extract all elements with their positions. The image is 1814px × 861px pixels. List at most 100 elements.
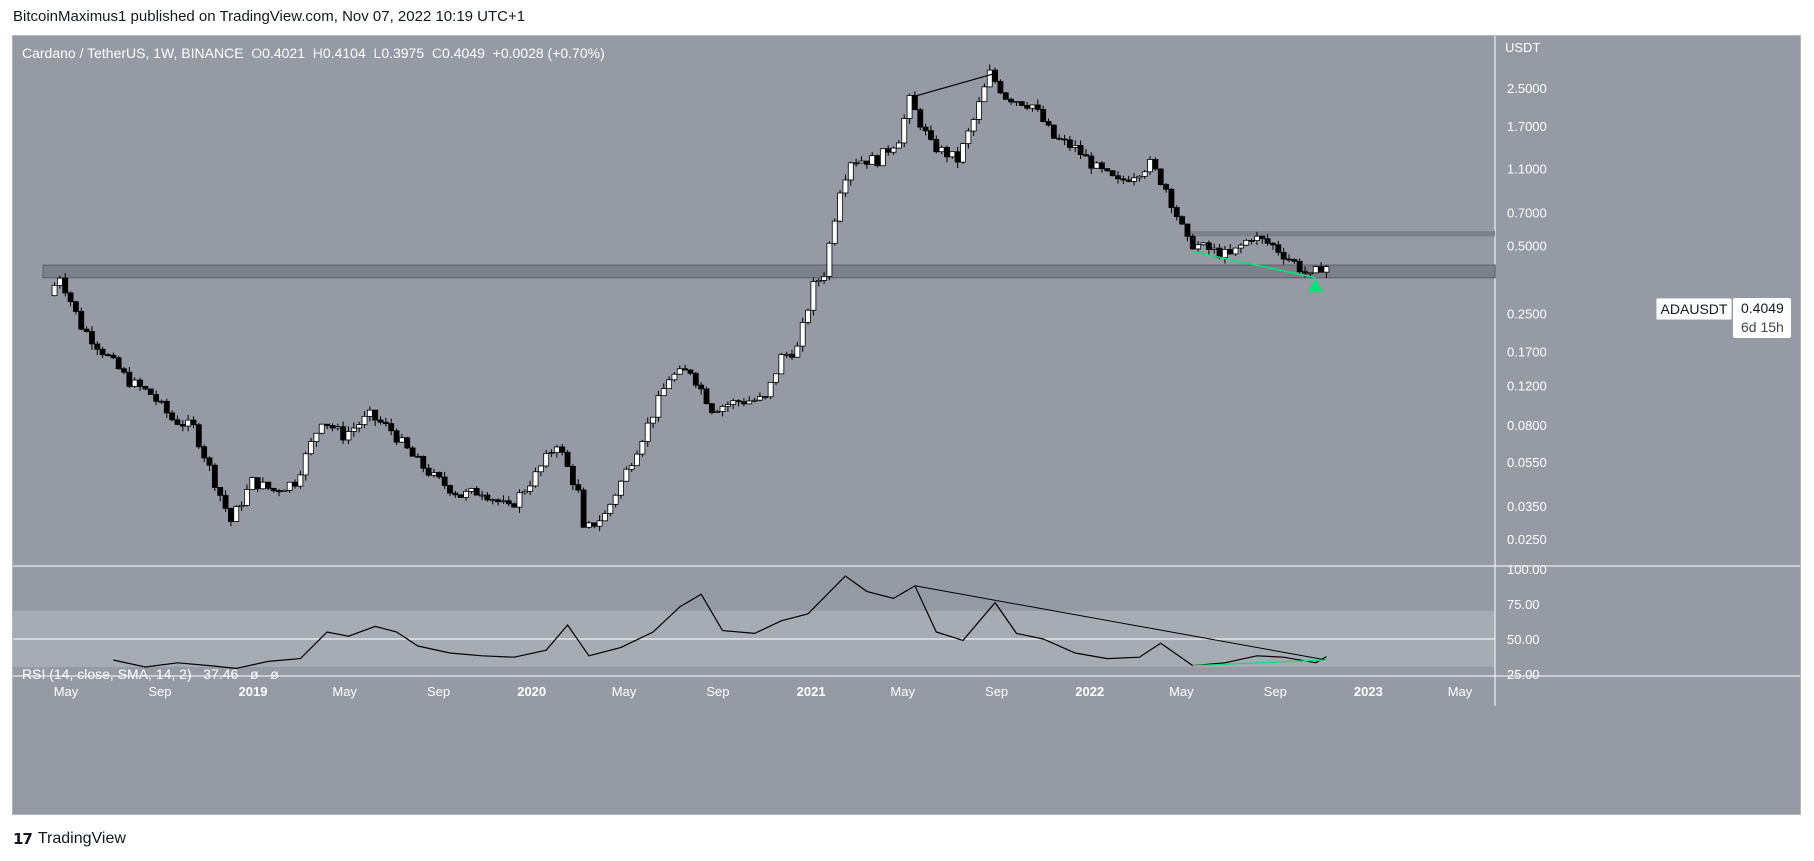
candle-body <box>1205 242 1212 250</box>
candle-body <box>1232 247 1239 255</box>
price-tick-label: 1.7000 <box>1507 119 1547 134</box>
rsi-tick-label: 25.00 <box>1507 667 1540 682</box>
time-tick-label: May <box>1169 684 1194 699</box>
low-label: L <box>373 45 382 61</box>
footer-brand[interactable]: 𝟭𝟳 TradingView <box>13 830 126 848</box>
candle-body <box>698 384 705 390</box>
candle-body <box>676 368 683 375</box>
candle-body <box>302 453 309 476</box>
candle-body <box>735 400 742 403</box>
chart-canvas[interactable]: USDT 2.5000 1.7000 1.1000 0.7000 0.5000 0.2500… <box>13 36 1801 815</box>
candle-body <box>997 80 1004 94</box>
candle-body <box>660 388 667 397</box>
rsi-trendline <box>914 585 1327 661</box>
candle-body <box>211 464 218 488</box>
candle-body <box>553 446 560 453</box>
candle-body <box>500 500 507 503</box>
candle-body <box>105 354 111 357</box>
candle-body <box>570 466 576 486</box>
candle-body <box>778 354 785 375</box>
candle-body <box>944 146 950 158</box>
candle-body <box>313 432 320 442</box>
candle-body <box>1115 175 1121 180</box>
candle-body <box>591 522 598 527</box>
candle-body <box>1147 159 1153 173</box>
candle-body <box>1286 258 1292 261</box>
price-tick-label: 2.5000 <box>1507 81 1547 96</box>
candle-body <box>933 139 940 153</box>
candle-body <box>1008 98 1015 103</box>
candle-body <box>372 409 379 421</box>
candle-body <box>799 321 806 347</box>
rsi-legend[interactable]: RSI (14, close, SMA, 14, 2) 37.46 ø ø <box>22 666 279 682</box>
time-tick-label: Sep <box>427 684 450 699</box>
candle-body <box>618 480 624 496</box>
candle-body <box>757 396 763 401</box>
candle-body <box>1254 235 1260 242</box>
candle-body <box>1157 168 1164 185</box>
candle-body <box>147 388 154 395</box>
candle-body <box>692 372 699 386</box>
candle-body <box>190 419 197 426</box>
candle-body <box>62 277 69 294</box>
candle-body <box>826 242 833 277</box>
candle-body <box>703 388 710 405</box>
candle-body <box>1211 247 1218 250</box>
candle-body <box>960 143 966 163</box>
rsi-line <box>113 575 1327 670</box>
candle-body <box>366 409 373 417</box>
candle-body <box>1216 247 1223 259</box>
candle-body <box>110 354 117 359</box>
candle-body <box>1040 108 1047 122</box>
support-zone <box>42 264 1496 279</box>
candle-body <box>227 508 234 522</box>
candle-body <box>415 455 421 458</box>
candle-body <box>1275 244 1282 253</box>
candle-body <box>1104 168 1111 172</box>
candle-body <box>1061 138 1068 141</box>
candle-body <box>318 423 325 434</box>
candle-body <box>404 437 411 449</box>
candle-body <box>1168 188 1175 208</box>
candle-body <box>276 490 282 493</box>
change-value: +0.0028 (+0.70%) <box>492 45 605 61</box>
candle-body <box>1227 249 1234 255</box>
candle-body <box>879 148 886 167</box>
candle-body <box>1237 244 1244 249</box>
price-trendline <box>914 72 996 97</box>
candle-body <box>1099 162 1105 170</box>
candle-body <box>981 86 988 103</box>
candle-body <box>142 386 149 390</box>
candle-body <box>762 396 769 398</box>
candle-body <box>837 192 844 222</box>
candle-body <box>409 447 416 457</box>
candle-body <box>895 142 902 149</box>
candle-body <box>687 369 694 374</box>
candle-body <box>986 69 993 88</box>
candle-body <box>922 126 929 132</box>
candle-body <box>265 481 272 489</box>
time-tick-label: Sep <box>985 684 1008 699</box>
candle-body <box>890 147 897 153</box>
candle-body <box>137 379 143 387</box>
high-label: H <box>312 45 323 61</box>
symbol-legend[interactable]: Cardano / TetherUS, 1W, BINANCE O0.4021 … <box>22 45 605 61</box>
candle-body <box>441 476 448 486</box>
candle-body <box>751 399 758 402</box>
candle-body <box>548 452 555 454</box>
candle-body <box>708 403 715 413</box>
candle-body <box>1018 101 1025 106</box>
chart-area[interactable]: USDT 2.5000 1.7000 1.1000 0.7000 0.5000 0.2500… <box>12 35 1801 815</box>
time-tick-label: May <box>1448 684 1473 699</box>
candle-body <box>1291 259 1298 262</box>
candle-body <box>532 471 539 487</box>
candle-body <box>83 328 90 332</box>
candle-body <box>254 477 261 490</box>
candle-body <box>607 503 614 514</box>
candle-body <box>179 423 186 427</box>
candle-body <box>912 94 918 111</box>
candle-body <box>244 489 250 506</box>
candle-body <box>671 373 678 381</box>
candle-body <box>970 119 977 132</box>
candle-body <box>623 468 630 482</box>
